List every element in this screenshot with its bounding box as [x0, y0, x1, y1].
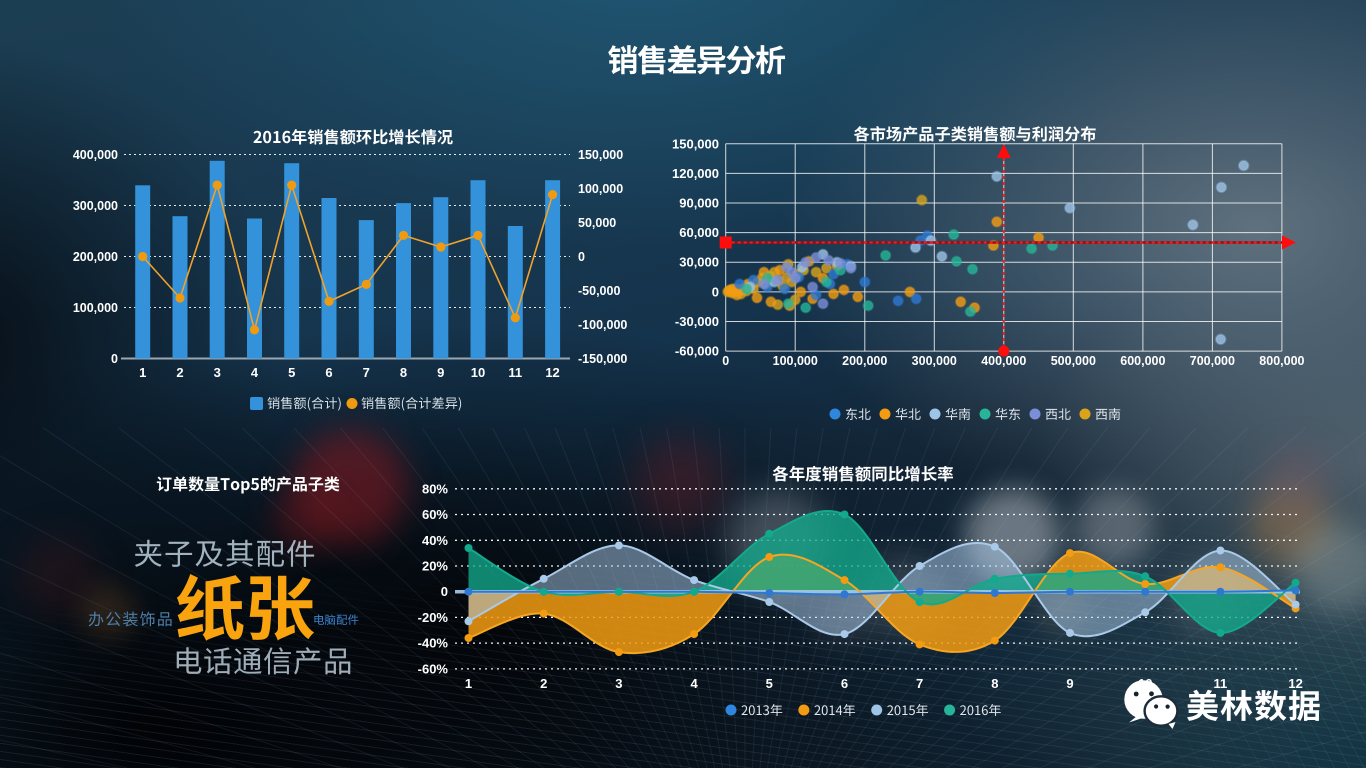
svg-text:-100,000: -100,000: [578, 318, 627, 332]
svg-text:-30,000: -30,000: [675, 314, 719, 329]
svg-text:0: 0: [712, 284, 719, 299]
svg-text:800,000: 800,000: [1259, 354, 1304, 368]
svg-text:-20%: -20%: [418, 610, 449, 625]
svg-text:-40%: -40%: [418, 636, 449, 651]
svg-text:50,000: 50,000: [578, 216, 616, 230]
svg-text:20%: 20%: [422, 558, 448, 573]
svg-text:7: 7: [916, 676, 923, 691]
svg-text:11: 11: [508, 365, 522, 380]
svg-text:120,000: 120,000: [672, 166, 719, 181]
svg-text:100,000: 100,000: [578, 182, 623, 196]
svg-text:300,000: 300,000: [73, 199, 118, 213]
svg-text:200,000: 200,000: [73, 250, 118, 264]
svg-text:150,000: 150,000: [578, 148, 623, 162]
svg-text:-150,000: -150,000: [578, 352, 627, 366]
svg-text:80%: 80%: [422, 481, 448, 496]
svg-text:5: 5: [766, 676, 773, 691]
svg-text:300,000: 300,000: [912, 354, 957, 368]
svg-text:-60%: -60%: [418, 661, 449, 676]
svg-text:4: 4: [690, 676, 698, 691]
svg-text:60%: 60%: [422, 507, 448, 522]
svg-text:1: 1: [465, 676, 472, 691]
svg-text:9: 9: [437, 365, 444, 380]
svg-text:3: 3: [615, 676, 622, 691]
svg-text:60,000: 60,000: [679, 225, 719, 240]
svg-text:10: 10: [471, 365, 485, 380]
svg-text:12: 12: [1288, 676, 1302, 691]
svg-text:6: 6: [841, 676, 848, 691]
svg-text:0: 0: [578, 250, 585, 264]
svg-text:2: 2: [540, 676, 547, 691]
svg-text:500,000: 500,000: [1051, 354, 1096, 368]
svg-text:-50,000: -50,000: [578, 284, 620, 298]
svg-text:7: 7: [363, 365, 370, 380]
svg-text:6: 6: [325, 365, 332, 380]
svg-text:3: 3: [214, 365, 221, 380]
svg-text:90,000: 90,000: [679, 196, 719, 211]
svg-text:11: 11: [1214, 676, 1228, 691]
svg-text:30,000: 30,000: [679, 255, 719, 270]
svg-text:4: 4: [251, 365, 259, 380]
svg-text:0: 0: [441, 584, 448, 599]
svg-text:100,000: 100,000: [773, 354, 818, 368]
svg-text:700,000: 700,000: [1190, 354, 1235, 368]
svg-text:400,000: 400,000: [981, 354, 1026, 368]
svg-text:100,000: 100,000: [73, 301, 118, 315]
svg-text:5: 5: [288, 365, 295, 380]
svg-text:200,000: 200,000: [842, 354, 887, 368]
svg-text:150,000: 150,000: [672, 136, 719, 151]
svg-text:400,000: 400,000: [73, 148, 118, 162]
svg-text:1: 1: [139, 365, 146, 380]
svg-text:8: 8: [400, 365, 407, 380]
svg-text:0: 0: [111, 352, 118, 366]
svg-text:-60,000: -60,000: [675, 344, 719, 359]
svg-text:0: 0: [722, 354, 729, 368]
svg-text:40%: 40%: [422, 533, 448, 548]
svg-text:9: 9: [1066, 676, 1073, 691]
svg-text:2: 2: [176, 365, 183, 380]
svg-text:600,000: 600,000: [1120, 354, 1165, 368]
svg-text:8: 8: [991, 676, 998, 691]
svg-text:12: 12: [545, 365, 559, 380]
